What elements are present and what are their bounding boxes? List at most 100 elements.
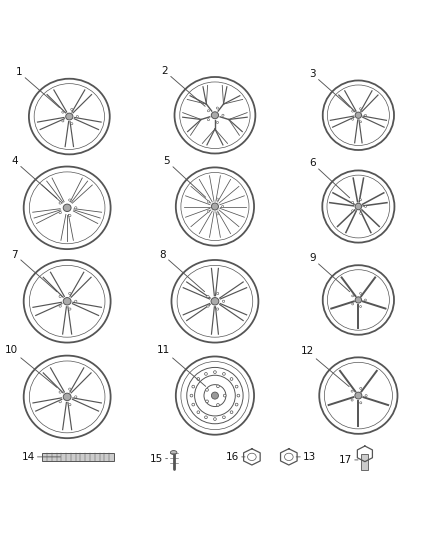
Text: 13: 13 [296,452,316,462]
Ellipse shape [190,394,193,397]
Ellipse shape [197,377,200,381]
Ellipse shape [360,402,362,404]
Ellipse shape [360,199,361,201]
Ellipse shape [206,389,208,391]
Text: 3: 3 [309,69,350,107]
Text: 11: 11 [157,345,206,386]
Ellipse shape [71,108,73,110]
Ellipse shape [69,199,71,201]
Ellipse shape [211,112,219,119]
Ellipse shape [352,295,353,297]
Ellipse shape [360,387,362,390]
Ellipse shape [66,113,73,120]
Ellipse shape [223,300,225,302]
Ellipse shape [355,203,362,210]
Ellipse shape [207,295,209,297]
Ellipse shape [216,293,219,295]
Text: 16: 16 [226,452,245,462]
Ellipse shape [352,303,353,305]
Ellipse shape [223,394,226,397]
Ellipse shape [205,416,207,418]
Ellipse shape [63,297,71,305]
Ellipse shape [205,373,207,375]
Ellipse shape [63,204,71,212]
Ellipse shape [216,213,219,215]
Ellipse shape [207,305,209,307]
Ellipse shape [69,214,71,217]
Ellipse shape [364,114,367,116]
Ellipse shape [59,305,61,307]
Ellipse shape [352,118,353,120]
Ellipse shape [192,403,194,406]
Ellipse shape [211,297,219,305]
Ellipse shape [352,110,353,112]
Ellipse shape [352,201,353,203]
Ellipse shape [235,385,238,388]
Ellipse shape [216,403,219,406]
Ellipse shape [206,400,208,403]
Ellipse shape [230,411,233,414]
Ellipse shape [216,308,219,310]
Ellipse shape [216,107,219,109]
Ellipse shape [74,300,77,302]
Ellipse shape [360,212,361,214]
Ellipse shape [59,202,61,204]
Bar [42,453,114,461]
Text: 5: 5 [163,156,206,197]
Ellipse shape [222,205,224,207]
Text: 4: 4 [11,156,57,198]
Text: 2: 2 [161,66,205,106]
Ellipse shape [223,373,225,375]
Ellipse shape [212,203,219,210]
Ellipse shape [352,210,353,212]
Ellipse shape [216,122,219,124]
Text: 1: 1 [16,67,60,108]
Ellipse shape [360,305,361,308]
Ellipse shape [214,371,216,374]
Ellipse shape [207,119,209,120]
Ellipse shape [216,385,219,387]
Bar [361,454,368,470]
Ellipse shape [197,411,200,414]
Text: 15: 15 [150,454,168,464]
Ellipse shape [360,108,361,110]
Ellipse shape [230,377,233,381]
Ellipse shape [223,416,225,418]
Ellipse shape [192,385,194,388]
Ellipse shape [360,293,361,294]
Ellipse shape [69,293,71,295]
Ellipse shape [365,394,367,397]
Ellipse shape [351,390,353,392]
Text: 17: 17 [339,455,358,465]
Ellipse shape [222,114,224,116]
Ellipse shape [63,393,71,401]
Ellipse shape [360,121,361,123]
Ellipse shape [59,391,61,393]
Ellipse shape [355,112,362,118]
Ellipse shape [208,210,210,212]
Ellipse shape [69,308,71,310]
Ellipse shape [59,295,61,297]
Ellipse shape [208,201,210,203]
Ellipse shape [74,207,77,209]
Ellipse shape [59,401,61,403]
Ellipse shape [62,120,64,122]
Ellipse shape [74,396,77,398]
Ellipse shape [364,299,367,301]
Ellipse shape [76,116,78,118]
Text: 6: 6 [309,158,350,198]
Ellipse shape [59,212,61,214]
Ellipse shape [69,403,71,406]
Ellipse shape [351,399,353,401]
Ellipse shape [71,123,73,125]
Ellipse shape [355,297,362,303]
Ellipse shape [207,110,209,112]
Text: 10: 10 [5,345,57,387]
Ellipse shape [212,392,219,399]
Text: 9: 9 [309,254,350,292]
Text: 14: 14 [21,452,60,462]
Text: 7: 7 [11,249,57,292]
Ellipse shape [62,111,64,113]
Ellipse shape [237,394,240,397]
Text: 12: 12 [300,346,349,386]
